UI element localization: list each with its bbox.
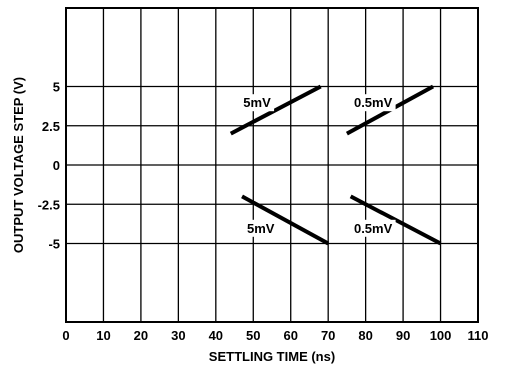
- annotation-background: [350, 219, 396, 237]
- plot-frame: [65, 7, 479, 323]
- annotation-background: [240, 94, 275, 112]
- annotation-background: [244, 219, 278, 237]
- series-annotation: 0.5mV: [354, 95, 393, 110]
- x-tick-label: 60: [283, 328, 297, 343]
- x-tick-label: 0: [62, 328, 69, 343]
- x-axis-label: SETTLING TIME (ns): [209, 349, 335, 364]
- x-tick-label: 20: [134, 328, 148, 343]
- y-tick-label: 2.5: [42, 119, 60, 134]
- y-tick-label: -2.5: [38, 197, 60, 212]
- x-tick-label: 70: [321, 328, 335, 343]
- x-tick-label: 80: [358, 328, 372, 343]
- y-axis-label: OUTPUT VOLTAGE STEP (V): [11, 77, 26, 253]
- annotation-background: [350, 94, 396, 112]
- series-line: [241, 194, 330, 246]
- x-tick-label: 50: [246, 328, 260, 343]
- series-annotation: 0.5mV: [354, 221, 393, 236]
- series-annotation: 5mV: [243, 95, 271, 110]
- x-tick-label: 100: [430, 328, 452, 343]
- y-tick-label: -5: [48, 237, 60, 252]
- x-tick-label: 30: [171, 328, 185, 343]
- x-tick-label: 10: [96, 328, 110, 343]
- series-annotation: 5mV: [247, 221, 275, 236]
- x-tick-label: 40: [209, 328, 223, 343]
- x-tick-label: 90: [396, 328, 410, 343]
- y-tick-label: 5: [53, 80, 60, 95]
- y-tick-label: 0: [53, 158, 60, 173]
- x-tick-label: 110: [468, 328, 489, 343]
- series-line: [229, 84, 322, 136]
